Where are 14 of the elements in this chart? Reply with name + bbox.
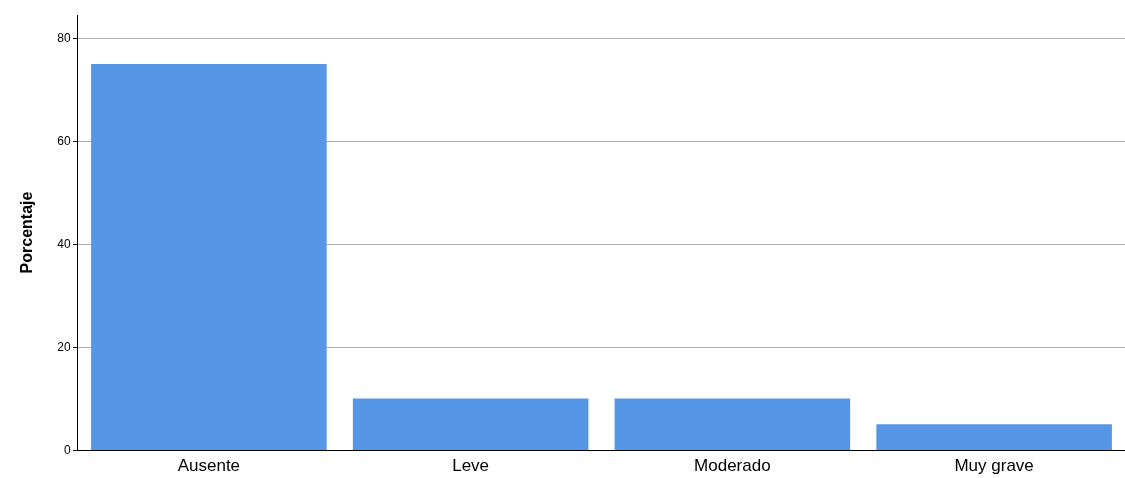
bar: [352, 398, 589, 450]
bar: [91, 63, 327, 450]
y-tick-label: 40: [57, 237, 71, 252]
y-axis-title: Porcentaje: [18, 191, 36, 274]
x-tick-label: Ausente: [177, 456, 241, 476]
bar: [614, 398, 851, 450]
y-tick-label: 20: [57, 340, 71, 355]
y-tick-label: 80: [57, 31, 71, 46]
bar: [876, 424, 1112, 450]
y-tick-label: 60: [57, 134, 71, 149]
y-tick-label: 0: [63, 443, 71, 458]
x-tick-label: Moderado: [694, 456, 771, 476]
x-tick-label: Leve: [452, 456, 490, 476]
x-tick-label: Muy grave: [954, 456, 1034, 476]
